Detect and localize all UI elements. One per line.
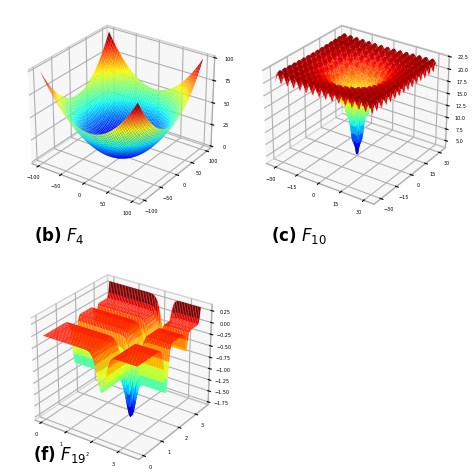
- Text: $\mathbf{(c)}$ $F_{10}$: $\mathbf{(c)}$ $F_{10}$: [271, 225, 327, 246]
- Text: $\mathbf{(b)}$ $F_{4}$: $\mathbf{(b)}$ $F_{4}$: [34, 225, 84, 246]
- Text: $\mathbf{(f)}$ $F_{19}$: $\mathbf{(f)}$ $F_{19}$: [33, 444, 86, 465]
